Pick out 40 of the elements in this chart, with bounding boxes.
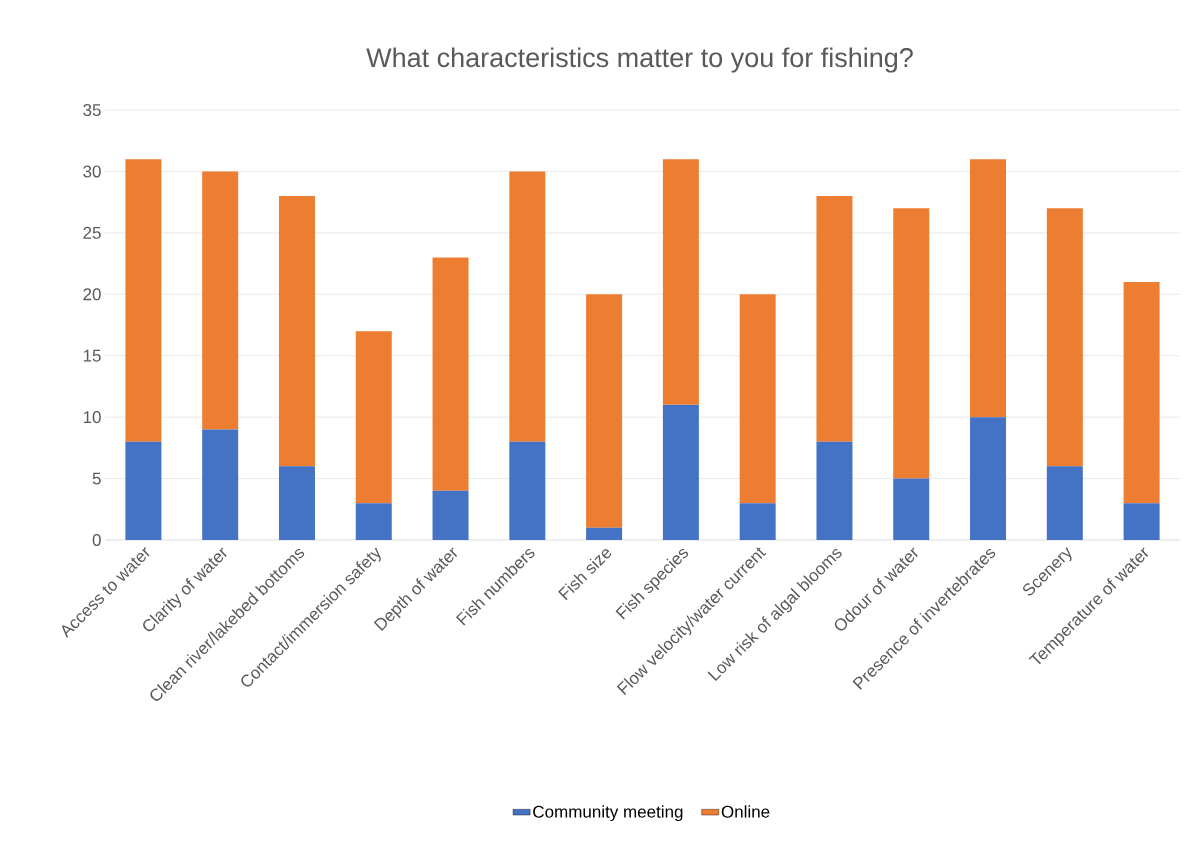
y-tick-label: 35 (83, 103, 101, 117)
bar (586, 294, 623, 528)
y-tick-label: 25 (83, 226, 101, 239)
bar (432, 490, 469, 540)
bar (1046, 208, 1083, 467)
bar (509, 441, 546, 540)
y-tick-label: 10 (83, 411, 101, 424)
bar (893, 208, 930, 479)
bar (893, 478, 930, 540)
bar (662, 159, 699, 405)
bar (970, 417, 1007, 540)
bar (125, 441, 162, 540)
y-tick-label: 0 (92, 533, 101, 547)
bar (355, 331, 392, 504)
bar (1123, 281, 1160, 504)
bar (1123, 503, 1160, 540)
bar (125, 159, 162, 442)
bar (355, 503, 392, 540)
bar (278, 466, 315, 540)
y-tick-label: 30 (83, 165, 101, 178)
bar (509, 171, 546, 442)
bar (202, 429, 239, 540)
chart-title: What characteristics matter to you for fishing? (366, 47, 913, 73)
bar (202, 171, 239, 430)
x-tick-label: Fish size (558, 549, 612, 601)
bar (816, 195, 853, 442)
bar (586, 527, 623, 540)
bar (816, 441, 853, 540)
bar (739, 503, 776, 540)
bar (278, 195, 315, 467)
bar (970, 159, 1007, 418)
legend-label: Community meeting (533, 805, 683, 822)
y-tick-label: 5 (92, 472, 101, 485)
y-tick-label: 15 (83, 349, 101, 362)
bar (662, 404, 699, 540)
bar (1046, 466, 1083, 540)
bar (432, 257, 469, 491)
legend-label: Online (721, 805, 770, 818)
y-tick-label: 20 (83, 288, 101, 301)
bar (739, 294, 776, 504)
